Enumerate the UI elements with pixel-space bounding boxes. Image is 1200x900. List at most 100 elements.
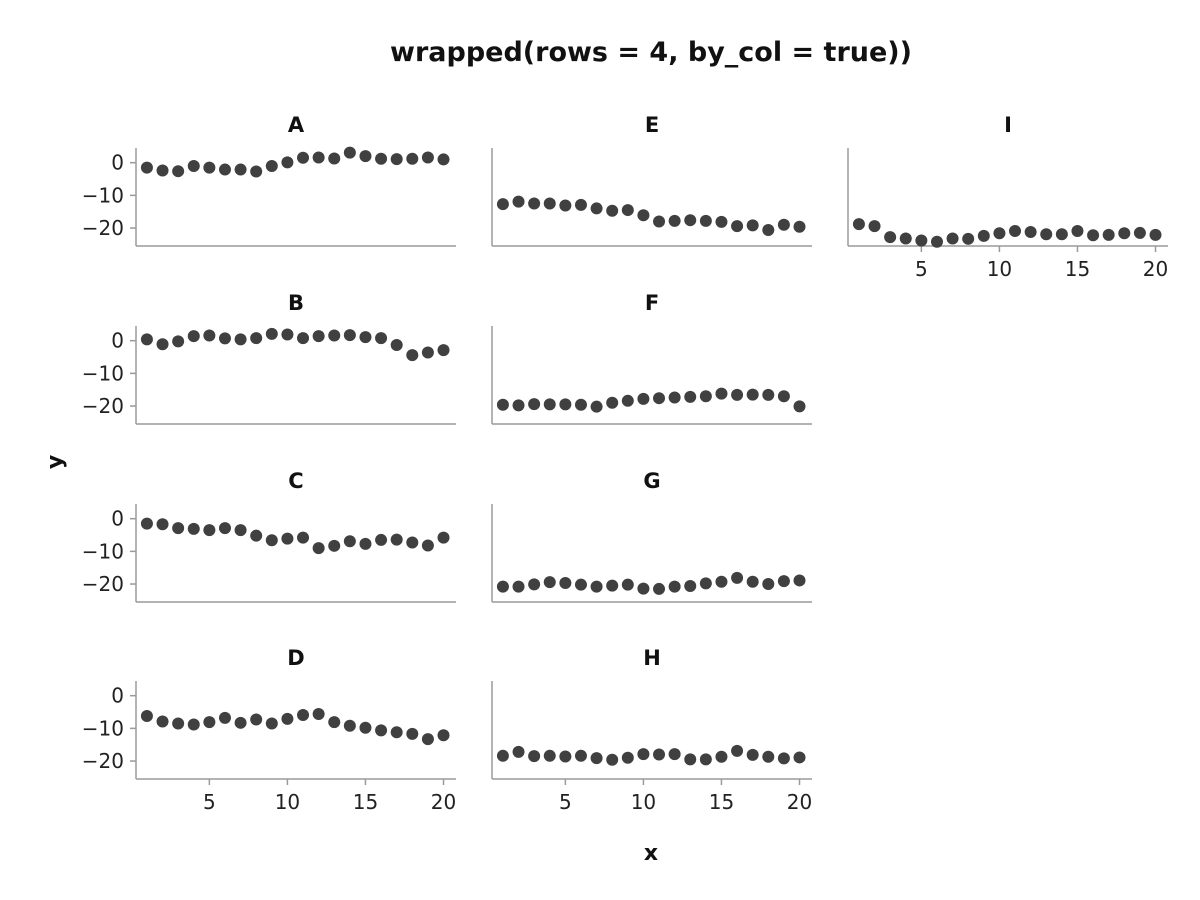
data-point-i: [868, 220, 881, 233]
data-point-d: [375, 724, 388, 737]
data-point-g: [731, 571, 744, 584]
data-point-d: [328, 716, 341, 729]
facet-panels: A 0 −10 −20 B 0 −10 −20 C 0 −10 −20 D 0 −10 −20 5 10 15 20 E…: [82, 113, 1168, 814]
data-point-e: [699, 214, 712, 227]
facet-g: G: [491, 469, 812, 603]
data-point-b: [234, 333, 247, 346]
data-point-c: [421, 539, 434, 552]
data-point-i: [1149, 228, 1162, 241]
data-point-b: [437, 344, 450, 357]
data-point-c: [140, 517, 153, 530]
data-point-e: [574, 198, 587, 211]
facet-f: F: [491, 291, 812, 425]
data-point-g: [574, 578, 587, 591]
data-point-d: [312, 707, 325, 720]
data-point-f: [731, 388, 744, 401]
data-point-f: [543, 398, 556, 411]
facet-c: C 0 −10 −20: [82, 469, 456, 603]
y-tick-label-d: 0: [111, 684, 124, 708]
data-point-a: [265, 159, 278, 172]
data-point-e: [590, 202, 603, 215]
data-point-g: [590, 580, 603, 593]
data-point-h: [793, 751, 806, 764]
data-point-h: [731, 744, 744, 757]
data-point-i: [1118, 227, 1131, 240]
facet-title-g: G: [643, 469, 660, 493]
data-point-g: [668, 580, 681, 593]
data-point-h: [668, 748, 681, 761]
data-point-i: [1055, 228, 1068, 241]
data-point-b: [421, 346, 434, 359]
data-point-i: [1040, 228, 1053, 241]
data-point-f: [606, 396, 619, 409]
data-point-e: [777, 218, 790, 231]
data-point-i: [977, 229, 990, 242]
data-point-g: [653, 582, 666, 595]
data-point-f: [684, 390, 697, 403]
data-point-a: [187, 159, 200, 172]
data-point-d: [297, 708, 310, 721]
data-point-d: [250, 713, 263, 726]
data-point-f: [574, 398, 587, 411]
x-tick-label-i: 5: [915, 257, 928, 281]
data-point-e: [559, 199, 572, 212]
y-tick-label-d: −20: [82, 749, 124, 773]
data-point-i: [1024, 225, 1037, 238]
data-point-c: [187, 522, 200, 535]
data-point-g: [606, 579, 619, 592]
data-point-e: [746, 219, 759, 232]
data-point-f: [512, 399, 525, 412]
data-point-f: [777, 390, 790, 403]
data-point-b: [265, 327, 278, 340]
data-point-g: [559, 577, 572, 590]
data-point-d: [281, 712, 294, 725]
data-point-h: [559, 750, 572, 763]
y-tick-label-a: −10: [82, 183, 124, 207]
data-point-i: [1087, 229, 1100, 242]
data-point-h: [653, 748, 666, 761]
data-point-a: [312, 151, 325, 164]
data-point-d: [359, 721, 372, 734]
facet-e: E: [491, 113, 812, 247]
data-point-i: [1071, 224, 1084, 237]
data-point-d: [156, 715, 169, 728]
y-tick-label-a: 0: [111, 151, 124, 175]
data-point-i: [962, 232, 975, 245]
data-point-c: [265, 534, 278, 547]
data-point-g: [699, 577, 712, 590]
y-tick-label-b: 0: [111, 329, 124, 353]
data-point-h: [777, 752, 790, 765]
data-point-c: [156, 518, 169, 531]
data-point-b: [172, 335, 185, 348]
data-point-e: [715, 215, 728, 228]
y-tick-label-b: −20: [82, 394, 124, 418]
data-point-b: [250, 332, 263, 345]
data-point-c: [172, 522, 185, 535]
data-point-a: [172, 165, 185, 178]
data-point-d: [140, 709, 153, 722]
data-point-e: [543, 197, 556, 210]
data-point-i: [915, 234, 928, 247]
data-point-f: [528, 398, 541, 411]
data-point-d: [406, 727, 419, 740]
data-point-f: [637, 392, 650, 405]
data-point-e: [637, 209, 650, 222]
data-point-b: [359, 331, 372, 344]
data-point-c: [406, 536, 419, 549]
facet-title-a: A: [288, 113, 305, 137]
data-point-f: [762, 388, 775, 401]
data-point-e: [668, 214, 681, 227]
data-point-d: [187, 718, 200, 731]
data-point-h: [512, 745, 525, 758]
data-point-b: [343, 329, 356, 342]
data-point-f: [746, 388, 759, 401]
data-point-h: [762, 750, 775, 763]
facet-title-e: E: [645, 113, 659, 137]
data-point-c: [437, 531, 450, 544]
data-point-f: [590, 400, 603, 413]
data-point-b: [312, 330, 325, 343]
data-point-c: [375, 533, 388, 546]
data-point-f: [793, 400, 806, 413]
data-point-e: [606, 204, 619, 217]
